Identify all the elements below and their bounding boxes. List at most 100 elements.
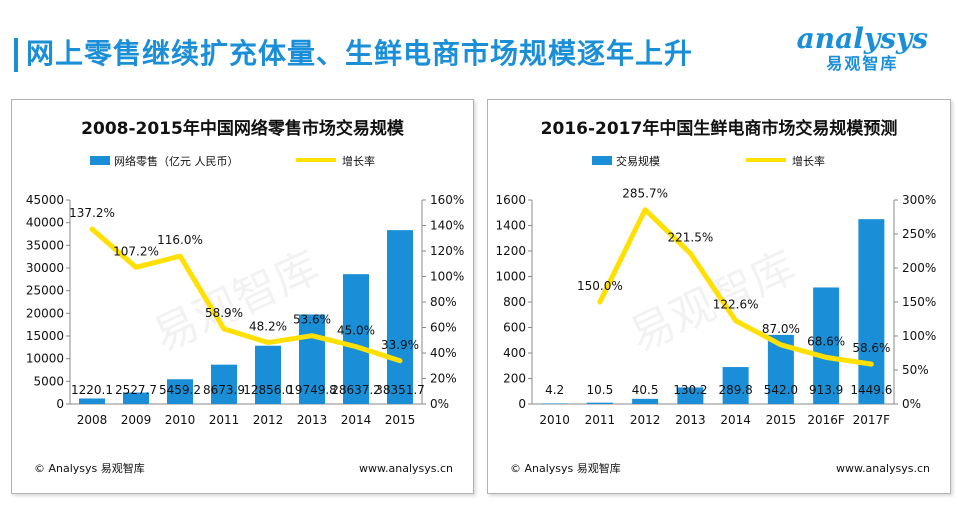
y-tick-label: 0	[518, 397, 526, 411]
bar-2016F	[813, 287, 840, 404]
footer-copyright: © Analysys 易观智库	[34, 461, 145, 475]
bar-data-label: 5459.2	[159, 383, 201, 397]
bar-2017F	[858, 219, 885, 404]
line-data-label: 58.9%	[205, 306, 243, 320]
y-tick-label: 5000	[33, 374, 64, 388]
bar-data-label: 19749.8	[287, 383, 337, 397]
bar-data-label: 1449.6	[850, 383, 892, 397]
y-tick-label: 30000	[26, 261, 64, 275]
line-data-label: 107.2%	[113, 244, 159, 258]
x-tick-label: 2014	[720, 413, 751, 427]
y2-tick-label: 80%	[430, 295, 457, 309]
brand-logo-text: analysys	[796, 22, 928, 55]
legend-swatch-bar	[592, 156, 612, 165]
bar-data-label: 40.5	[632, 383, 659, 397]
bar-2014	[722, 367, 749, 404]
y2-tick-label: 200%	[902, 261, 936, 275]
bar-2013	[299, 314, 325, 404]
bar-2014	[343, 274, 369, 404]
bar-2011	[586, 402, 613, 404]
y2-tick-label: 100%	[430, 270, 464, 284]
y2-tick-label: 140%	[430, 219, 464, 233]
line-data-label: 137.2%	[69, 206, 115, 220]
y-tick-label: 10000	[26, 352, 64, 366]
y2-tick-label: 0%	[430, 397, 449, 411]
chart-panel-left: 2008-2015年中国网络零售市场交易规模 网络零售（亿元 人民币） 增长率 易观智…	[11, 99, 474, 494]
y-tick-label: 25000	[26, 284, 64, 298]
bar-data-label: 2527.7	[115, 383, 157, 397]
y2-tick-label: 20%	[430, 372, 457, 386]
chart-panel-right: 2016-2017年中国生鲜电商市场交易规模预测 交易规模 增长率 易观智库 0 200 4…	[487, 99, 951, 494]
line-data-label: 221.5%	[667, 230, 713, 244]
bar-data-label: 10.5	[587, 383, 614, 397]
y2-tick-label: 150%	[902, 295, 936, 309]
legend-label-bar: 网络零售（亿元 人民币）	[114, 154, 239, 168]
footer-url: www.analysys.cn	[836, 462, 930, 475]
line-data-label: 116.0%	[157, 233, 203, 247]
chart-title: 2016-2017年中国生鲜电商市场交易规模预测	[541, 118, 898, 139]
line-data-label: 48.2%	[249, 320, 287, 334]
growth-rate-line	[89, 226, 403, 364]
y-tick-label: 1200	[495, 244, 526, 258]
y-tick-label: 400	[503, 346, 526, 360]
legend-swatch-bar	[90, 156, 110, 165]
x-tick-label: 2011	[585, 413, 616, 427]
footer-copyright: © Analysys 易观智库	[510, 461, 621, 475]
bar-data-label: 28637.2	[331, 383, 381, 397]
brand-logo-cn: 易观智库	[826, 54, 899, 73]
x-tick-label: 2009	[121, 413, 152, 427]
x-tick-label: 2013	[297, 413, 328, 427]
line-data-label: 122.6%	[713, 298, 759, 312]
x-tick-label: 2008	[77, 413, 108, 427]
x-tick-label: 2011	[209, 413, 240, 427]
bar-2013	[677, 387, 704, 404]
bar-2010	[167, 379, 193, 404]
bar-2010	[541, 403, 568, 404]
x-tick-label: 2017F	[853, 413, 891, 427]
legend-label-line: 增长率	[342, 154, 375, 168]
x-tick-label: 2010	[539, 413, 570, 427]
bar-data-label: 4.2	[545, 383, 564, 397]
line-data-label: 53.6%	[293, 313, 331, 327]
bar-data-label: 289.8	[718, 383, 752, 397]
y2-tick-label: 50%	[902, 363, 929, 377]
y2-tick-label: 160%	[430, 193, 464, 207]
line-data-label: 285.7%	[622, 187, 668, 201]
y-tick-label: 1000	[495, 270, 526, 284]
y-tick-label: 35000	[26, 238, 64, 252]
y2-tick-label: 120%	[430, 244, 464, 258]
y-tick-label: 600	[503, 321, 526, 335]
bar-data-label: 1220.1	[71, 383, 113, 397]
y2-tick-label: 100%	[902, 329, 936, 343]
y-tick-label: 1600	[495, 193, 526, 207]
bar-data-label: 38351.7	[375, 383, 425, 397]
y2-tick-label: 60%	[430, 321, 457, 335]
bar-data-label: 913.9	[809, 383, 843, 397]
x-tick-label: 2013	[675, 413, 706, 427]
x-tick-label: 2015	[766, 413, 797, 427]
y2-tick-label: 0%	[902, 397, 921, 411]
bar-data-label: 8673.9	[203, 383, 245, 397]
bar-2012	[255, 345, 281, 404]
bar-2008	[79, 398, 105, 404]
bar-2009	[123, 392, 149, 404]
y2-tick-label: 250%	[902, 227, 936, 241]
legend-label-line: 增长率	[792, 154, 825, 168]
line-data-label: 87.0%	[762, 322, 800, 336]
page-title: 网上零售继续扩充体量、生鲜电商市场规模逐年上升	[26, 37, 694, 70]
bar-2015	[387, 230, 413, 404]
x-tick-label: 2015	[385, 413, 416, 427]
bar-2012	[632, 398, 659, 404]
y-tick-label: 20000	[26, 306, 64, 320]
x-tick-label: 2012	[253, 413, 284, 427]
bar-data-label: 12856.0	[243, 383, 293, 397]
bar-data-label: 542.0	[764, 383, 798, 397]
y2-tick-label: 300%	[902, 193, 936, 207]
bar-2011	[211, 364, 237, 404]
brand-logo: analysys 易观智库	[797, 24, 928, 74]
x-tick-label: 2010	[165, 413, 196, 427]
x-tick-label: 2016F	[807, 413, 845, 427]
line-data-label: 45.0%	[337, 324, 375, 338]
